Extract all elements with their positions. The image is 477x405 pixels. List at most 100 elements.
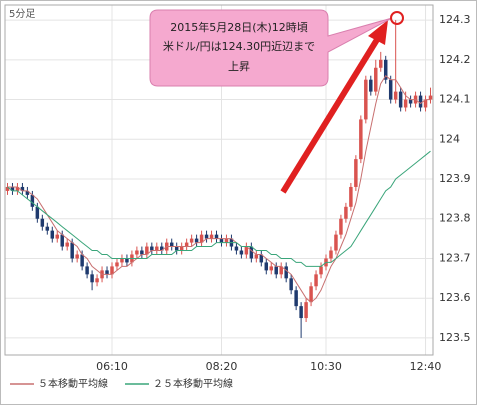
candle-body (209, 234, 214, 239)
candle-body (393, 91, 398, 100)
candle-body (383, 59, 388, 80)
candle-body (160, 246, 164, 251)
candle-body (219, 238, 224, 243)
candle-body (294, 290, 298, 307)
y-tick-label: 123.6 (439, 291, 471, 304)
candle-body (239, 250, 244, 255)
candle-body (388, 79, 393, 100)
candle-body (199, 234, 204, 243)
candle-body (234, 246, 239, 251)
candle-body (204, 234, 209, 239)
x-tick-label: 12:40 (410, 360, 442, 373)
candle-body (5, 186, 10, 191)
candle-body (35, 206, 40, 219)
candle-body (274, 266, 278, 275)
candle-body (408, 99, 413, 104)
candle-body (329, 250, 333, 259)
candle-body (398, 91, 403, 108)
candle-body (85, 266, 89, 275)
candle-body (194, 238, 199, 243)
candle-body (359, 119, 363, 160)
candle-body (284, 266, 288, 279)
candle-body (70, 242, 74, 259)
candle-body (354, 159, 358, 187)
candle-body (254, 254, 259, 259)
candle-body (169, 242, 174, 247)
x-tick-label: 06:10 (96, 360, 128, 373)
highlight-circle (390, 11, 404, 25)
candle-body (95, 278, 99, 283)
candle-body (403, 99, 408, 108)
y-tick-label: 123.5 (439, 331, 471, 344)
candle-body (249, 246, 254, 259)
candle-body (150, 246, 154, 251)
timeframe-label: 5分足 (9, 8, 35, 20)
candle-body (90, 274, 94, 283)
candle-body (25, 190, 30, 195)
candle-body (110, 266, 114, 275)
candle-body (264, 262, 269, 271)
legend-label: ２５本移動平均線 (153, 377, 233, 390)
candle-body (140, 250, 144, 255)
x-tick-label: 08:20 (206, 360, 238, 373)
candle-body (145, 246, 149, 255)
candle-body (339, 218, 343, 235)
y-tick-label: 123.7 (439, 251, 471, 264)
candle-body (319, 266, 323, 275)
candle-body (75, 254, 79, 259)
candle-body (428, 95, 433, 100)
x-tick-label: 10:30 (310, 360, 342, 373)
candle-body (60, 234, 64, 247)
candle-body (120, 258, 124, 263)
legend-label: ５本移動平均線 (38, 377, 108, 390)
candle-body (379, 59, 383, 68)
moving-average-line (7, 150, 431, 267)
candle-body (55, 234, 59, 239)
annotation-box (149, 9, 393, 87)
candle-body (289, 278, 293, 291)
plot-frame (4, 4, 434, 356)
arrow-head (368, 20, 388, 45)
candle-body (189, 238, 194, 243)
candle-body (45, 226, 50, 231)
candle-body (15, 186, 20, 191)
candle-body (418, 95, 423, 108)
plot-area (5, 5, 433, 355)
candle-body (244, 246, 249, 255)
candle-body (40, 218, 45, 227)
candle-body (125, 258, 129, 263)
candle-body (314, 274, 318, 287)
candle-body (30, 194, 35, 207)
candle-body (269, 266, 273, 271)
y-tick-label: 123.9 (439, 172, 471, 185)
annotation-line: 上昇 (228, 60, 250, 73)
candle-body (304, 302, 308, 319)
candle-body (299, 306, 303, 319)
candle-body (184, 242, 189, 247)
candle-body (364, 79, 368, 120)
annotation: 2015年5月28日(木)12時頃 米ドル/円は124.30円近辺まで 上昇 (149, 9, 404, 194)
candle-body (374, 67, 378, 92)
candle-body (423, 99, 428, 108)
candle-body (369, 79, 373, 92)
candle-body (174, 246, 179, 251)
arrow-shaft (280, 36, 381, 194)
candle-body (344, 206, 348, 219)
candle-body (259, 254, 264, 263)
candle-body (65, 242, 69, 247)
y-tick-label: 124.1 (439, 93, 471, 106)
candle-body (349, 186, 353, 207)
y-tick-label: 124.3 (439, 13, 471, 26)
candle-body (80, 254, 84, 267)
candle-body (10, 186, 15, 191)
y-tick-label: 124 (439, 132, 460, 145)
y-tick-label: 124.2 (439, 53, 471, 66)
candle-body (334, 234, 338, 251)
candle-body (309, 286, 313, 303)
candle-body (105, 270, 109, 275)
legend: ５本移動平均線 ２５本移動平均線 (10, 377, 233, 390)
candle-body (214, 234, 219, 239)
y-tick-label: 123.8 (439, 212, 471, 225)
candle-body (179, 246, 184, 251)
